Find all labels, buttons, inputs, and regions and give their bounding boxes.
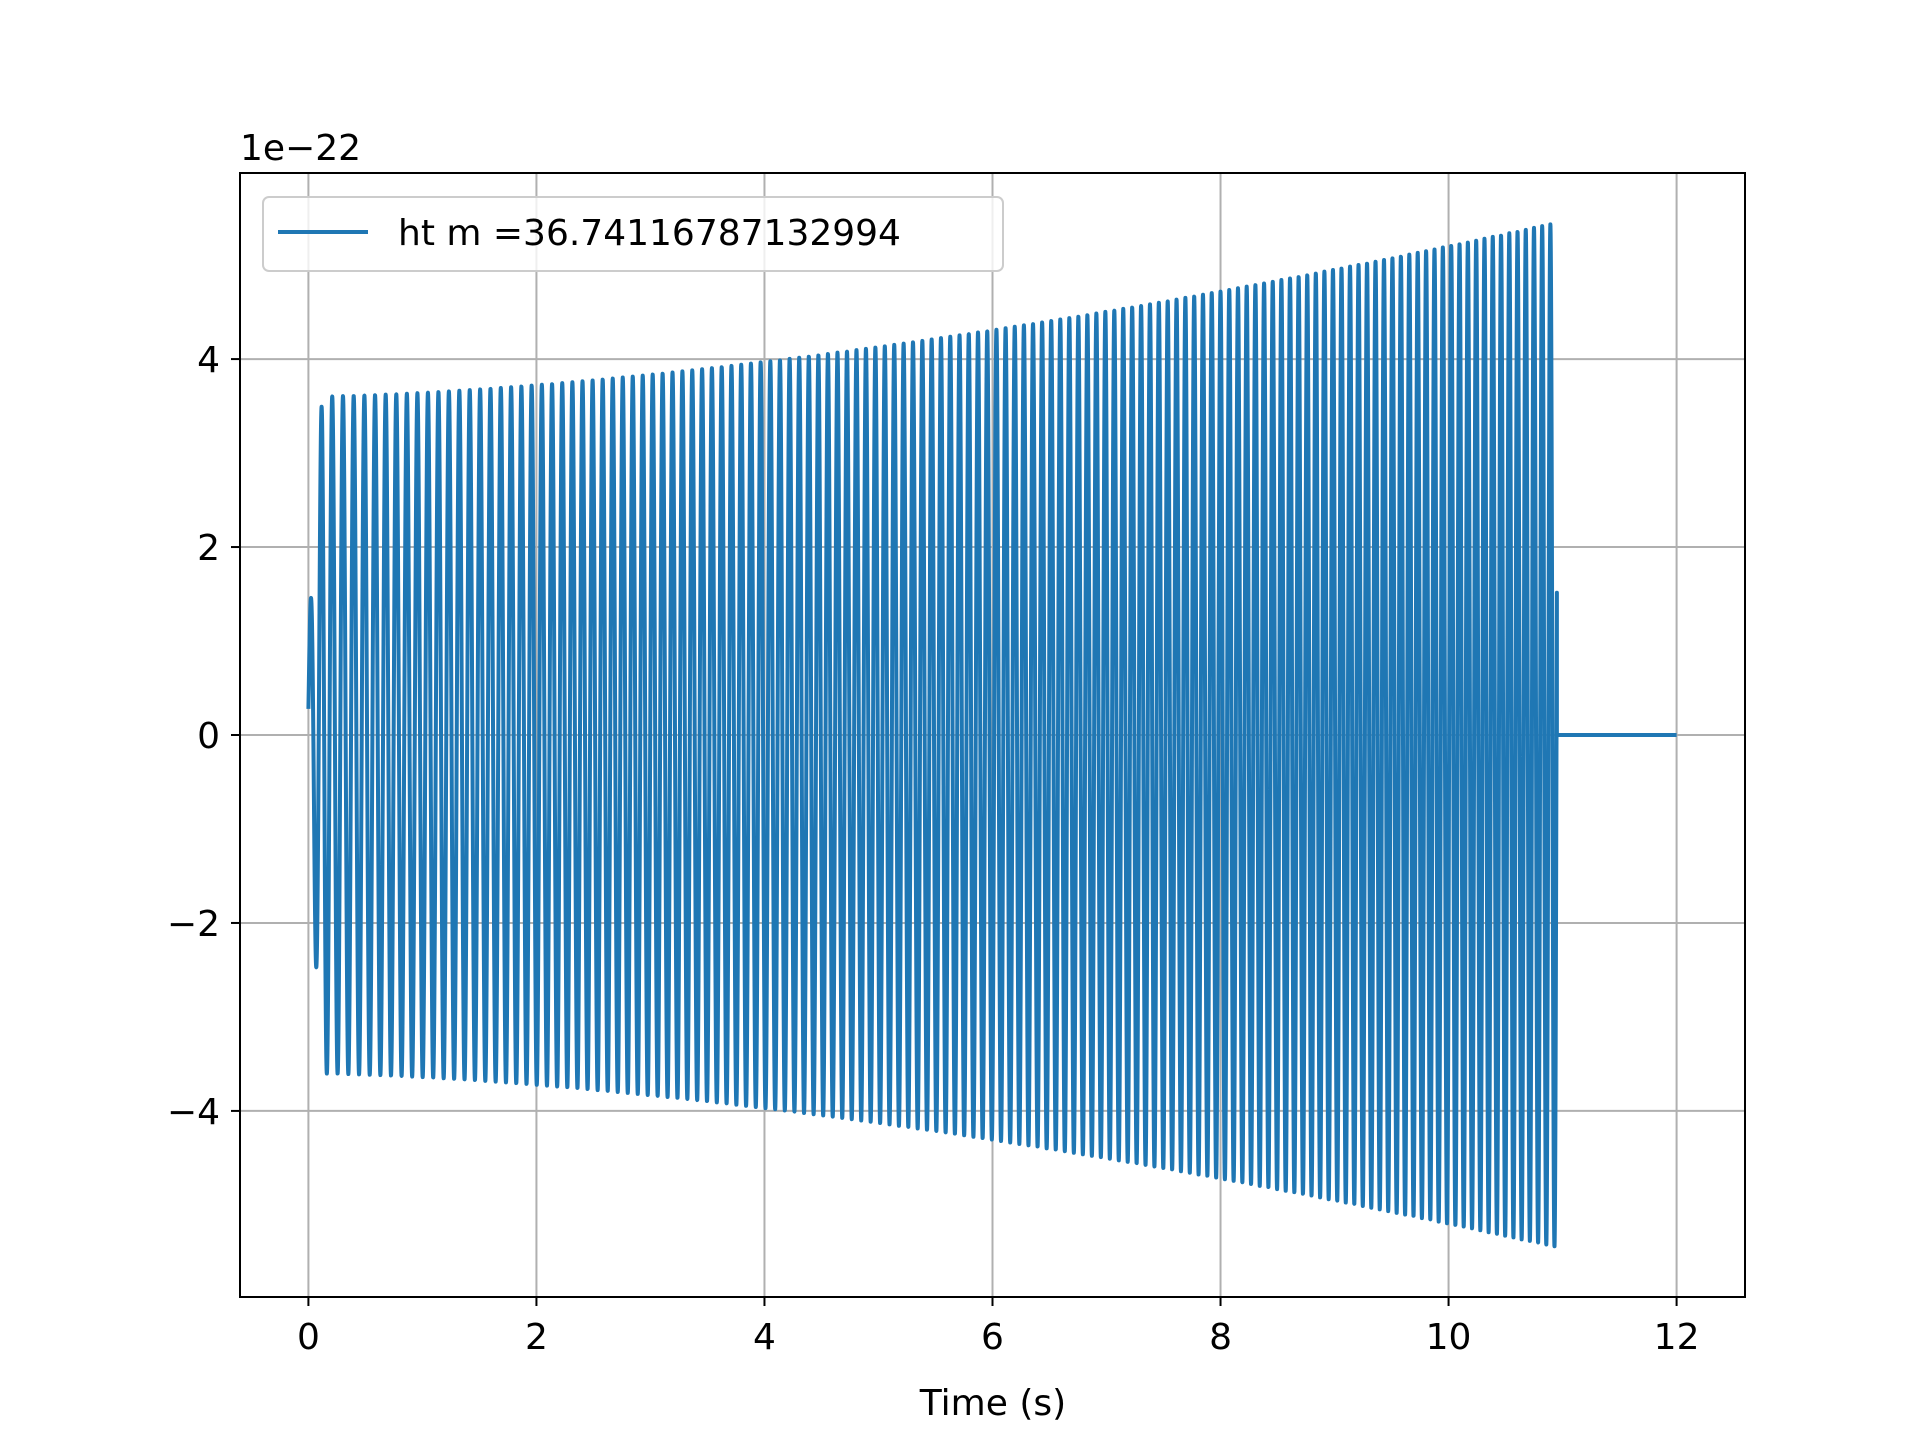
series-line-ht [306, 222, 1677, 1249]
x-tick-label: 12 [1654, 1317, 1700, 1358]
legend-box [262, 196, 1004, 272]
legend: ht m =36.74116787132994 [262, 196, 1004, 272]
y-tick-label: 4 [197, 340, 220, 381]
x-axis: 0 2 4 6 8 10 12 [297, 1297, 1700, 1358]
x-tick-label: 10 [1426, 1317, 1472, 1358]
x-tick-label: 6 [981, 1317, 1004, 1358]
x-tick-label: 0 [297, 1317, 320, 1358]
x-tick-label: 2 [525, 1317, 548, 1358]
x-tick-label: 4 [753, 1317, 776, 1358]
y-tick-label: 2 [197, 528, 220, 569]
x-axis-label: Time (s) [919, 1383, 1066, 1424]
y-tick-label: −4 [167, 1092, 220, 1133]
x-tick-label: 8 [1209, 1317, 1232, 1358]
y-offset-label: 1e−22 [240, 128, 361, 169]
y-tick-label: −2 [167, 904, 220, 945]
y-tick-label: 0 [197, 716, 220, 757]
y-axis: −4 −2 0 2 4 [167, 340, 240, 1133]
legend-label: ht m =36.74116787132994 [398, 213, 901, 254]
